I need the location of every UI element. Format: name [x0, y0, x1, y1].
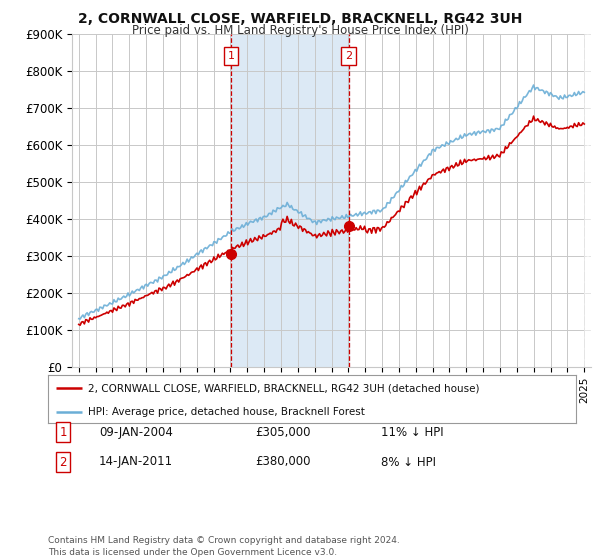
Text: 14-JAN-2011: 14-JAN-2011 — [99, 455, 173, 469]
Text: 8% ↓ HPI: 8% ↓ HPI — [381, 455, 436, 469]
Text: 09-JAN-2004: 09-JAN-2004 — [99, 426, 173, 439]
Text: £380,000: £380,000 — [255, 455, 311, 469]
Text: Contains HM Land Registry data © Crown copyright and database right 2024.
This d: Contains HM Land Registry data © Crown c… — [48, 536, 400, 557]
Text: 2: 2 — [59, 455, 67, 469]
Text: 1: 1 — [59, 426, 67, 439]
Text: 1: 1 — [227, 51, 235, 61]
Text: 11% ↓ HPI: 11% ↓ HPI — [381, 426, 443, 439]
Text: 2: 2 — [345, 51, 352, 61]
Bar — [231, 34, 349, 367]
Text: £305,000: £305,000 — [255, 426, 311, 439]
Text: 2, CORNWALL CLOSE, WARFIELD, BRACKNELL, RG42 3UH (detached house): 2, CORNWALL CLOSE, WARFIELD, BRACKNELL, … — [88, 383, 479, 393]
Text: 2, CORNWALL CLOSE, WARFIELD, BRACKNELL, RG42 3UH: 2, CORNWALL CLOSE, WARFIELD, BRACKNELL, … — [78, 12, 522, 26]
Text: HPI: Average price, detached house, Bracknell Forest: HPI: Average price, detached house, Brac… — [88, 407, 364, 417]
Bar — [584, 34, 591, 367]
Text: Price paid vs. HM Land Registry's House Price Index (HPI): Price paid vs. HM Land Registry's House … — [131, 24, 469, 37]
